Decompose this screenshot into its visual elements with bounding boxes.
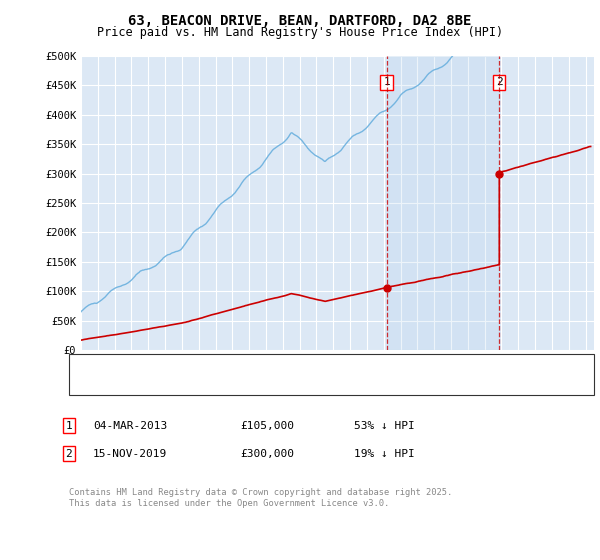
Text: 04-MAR-2013: 04-MAR-2013 <box>93 421 167 431</box>
Text: 2: 2 <box>65 449 73 459</box>
Text: 19% ↓ HPI: 19% ↓ HPI <box>354 449 415 459</box>
Text: £105,000: £105,000 <box>240 421 294 431</box>
Text: 63, BEACON DRIVE, BEAN, DARTFORD, DA2 8BE (semi-detached house): 63, BEACON DRIVE, BEAN, DARTFORD, DA2 8B… <box>106 361 484 370</box>
Text: Price paid vs. HM Land Registry's House Price Index (HPI): Price paid vs. HM Land Registry's House … <box>97 26 503 39</box>
Text: 2: 2 <box>496 77 503 87</box>
Text: 15-NOV-2019: 15-NOV-2019 <box>93 449 167 459</box>
Text: 63, BEACON DRIVE, BEAN, DARTFORD, DA2 8BE: 63, BEACON DRIVE, BEAN, DARTFORD, DA2 8B… <box>128 14 472 28</box>
FancyBboxPatch shape <box>69 354 594 395</box>
Text: 53% ↓ HPI: 53% ↓ HPI <box>354 421 415 431</box>
Text: £300,000: £300,000 <box>240 449 294 459</box>
Text: HPI: Average price, semi-detached house, Dartford: HPI: Average price, semi-detached house,… <box>106 380 400 390</box>
Bar <box>386 56 499 350</box>
Text: Contains HM Land Registry data © Crown copyright and database right 2025.
This d: Contains HM Land Registry data © Crown c… <box>69 488 452 508</box>
Text: 1: 1 <box>65 421 73 431</box>
Text: 1: 1 <box>383 77 390 87</box>
